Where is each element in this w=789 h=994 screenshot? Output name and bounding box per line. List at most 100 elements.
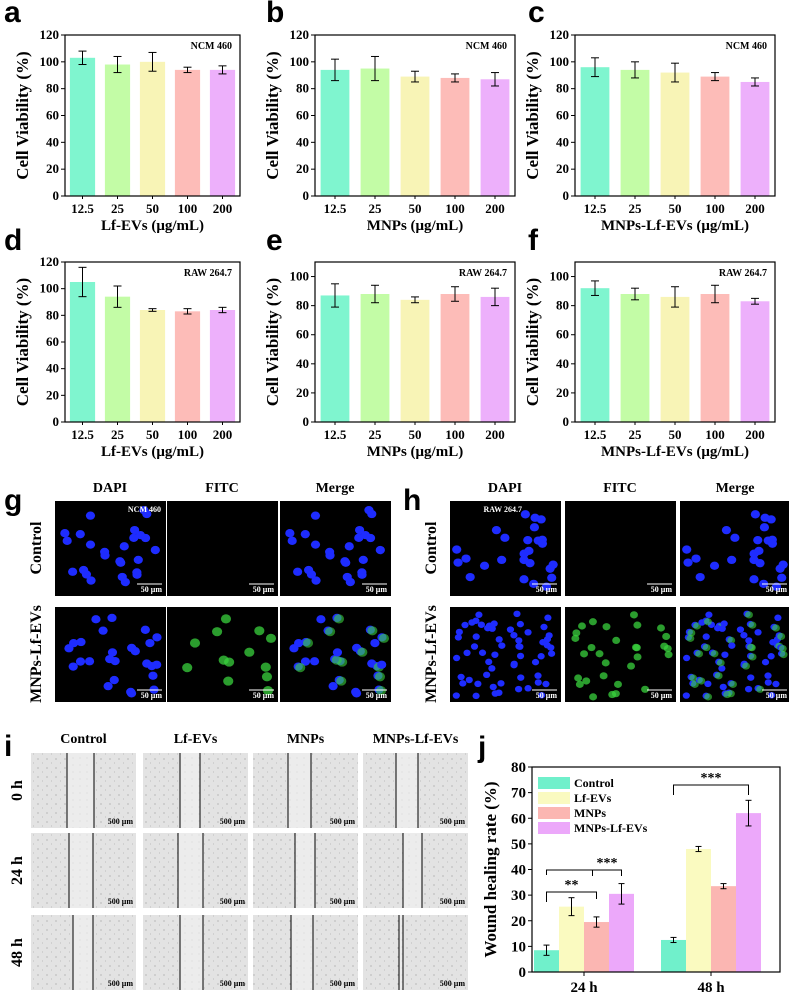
fitc-signal [662, 632, 671, 641]
bar-a-2 [139, 61, 166, 197]
fitc-signal [265, 633, 277, 643]
xtick-b-3: 100 [445, 201, 465, 216]
plot-frame-f [574, 261, 776, 423]
wound-gap-texture [291, 915, 313, 990]
wound-gap-texture [180, 915, 203, 990]
nucleus [130, 525, 140, 535]
nucleus [152, 633, 162, 642]
fitc-signal [664, 651, 673, 659]
ytick-j-10: 10 [511, 939, 526, 955]
nucleus [470, 643, 479, 650]
fitc-signal [295, 662, 306, 673]
nucleus [540, 623, 548, 631]
nucleus [81, 570, 92, 579]
nucleus [370, 638, 380, 648]
ytick-d-60: 60 [46, 334, 59, 349]
bar-f-2 [660, 296, 690, 422]
nucleus [463, 649, 471, 657]
nucleus [459, 680, 467, 687]
fitc-signal [727, 636, 736, 644]
wound-scale-label: 500 μm [330, 979, 356, 988]
ytick-a-80: 80 [46, 81, 59, 96]
nucleus [537, 653, 545, 660]
legend-swatch-2 [538, 807, 570, 819]
cell-line-f: RAW 264.7 [719, 268, 767, 279]
ytick-a-120: 120 [40, 27, 60, 42]
bar-e-4 [480, 296, 510, 422]
nucleus [767, 653, 775, 660]
fitc-signal [632, 643, 640, 651]
ytick-j-20: 20 [511, 914, 526, 930]
sig-24h-mnps-vs-mnpslfevs-label: *** [597, 856, 618, 871]
bar-f-0 [580, 288, 610, 422]
ytick-b-20: 20 [296, 161, 309, 176]
ytick-e-20: 20 [296, 385, 309, 400]
nucleus [375, 545, 385, 555]
nucleus [721, 526, 732, 535]
scale-label: 50 μm [253, 691, 275, 700]
wound-image-2-0: 500 μm [31, 915, 136, 990]
nucleus [484, 624, 492, 632]
fitc-signal [602, 623, 611, 631]
ytick-c-40: 40 [556, 134, 569, 149]
nucleus [91, 615, 101, 624]
fitc-signal [587, 643, 596, 652]
fitc-signal [580, 650, 589, 658]
ytick-c-100: 100 [550, 54, 570, 69]
sig-24h-bracket-extension [546, 869, 593, 875]
nucleus [287, 536, 297, 545]
ytick-a-100: 100 [40, 54, 60, 69]
nucleus [355, 525, 365, 535]
wound-gap-texture [288, 753, 311, 828]
chart-f: f 12.5 25 50 100 200 0 20 40 60 80 100 RAW 264.7 MNPs… [523, 224, 776, 460]
nucleus [472, 692, 480, 700]
fitc-signal [367, 626, 378, 636]
nucleus [744, 685, 753, 693]
ytick-d-120: 120 [40, 254, 60, 269]
fitc-signal [223, 676, 234, 686]
legend-label-3: MNPs-Lf-EVs [574, 821, 648, 835]
nucleus [477, 621, 486, 628]
nucleus [721, 651, 729, 658]
nucleus [465, 676, 473, 684]
nucleus [497, 680, 505, 687]
panel-label-b: b [266, 0, 284, 29]
chart-b: b 12.5 25 50 100 200 0 20 40 60 80 100 120 NCM 460 MNP… [263, 0, 516, 234]
fitc-signal [331, 655, 342, 665]
nucleus [68, 662, 78, 671]
nucleus [132, 570, 142, 579]
nucleus [341, 558, 351, 567]
fitc-signal [578, 622, 586, 630]
fitc-signal [633, 653, 642, 661]
nucleus [728, 642, 736, 649]
nucleus [719, 683, 727, 691]
panel-label-a: a [4, 0, 21, 29]
xtick-f-3: 100 [705, 427, 725, 442]
xtick-c-2: 50 [669, 201, 682, 216]
nucleus [354, 533, 364, 542]
micrograph-g-0-2: 50 μm [280, 501, 391, 596]
nucleus [285, 529, 295, 538]
fitc-signal [704, 693, 713, 701]
chart-c: c 12.5 25 50 100 200 0 20 40 60 80 100 120 NCM 460 MNP… [523, 0, 776, 234]
fitc-signal [627, 662, 635, 670]
nucleus [510, 631, 518, 639]
fitc-signal [703, 618, 712, 626]
ytick-b-0: 0 [303, 188, 310, 203]
nucleus [130, 647, 140, 656]
sig-24h-control-vs-mnps-line [546, 891, 597, 902]
wound-image-0-3: 500 μm [363, 753, 468, 828]
chart-d: d 12.5 25 50 100 200 0 20 40 60 80 100 120 RAW 264.7 L… [4, 224, 241, 460]
fitc-signal [687, 629, 696, 637]
nucleus [85, 540, 96, 549]
nucleus [300, 530, 310, 539]
nucleus [771, 582, 782, 591]
plot-frame-e [314, 261, 516, 423]
xtick-c-4: 200 [745, 201, 765, 216]
fitc-signal [589, 693, 598, 701]
ytick-e-40: 40 [296, 356, 309, 371]
cell-line-c: NCM 460 [726, 41, 767, 52]
nucleus [538, 691, 546, 699]
xtick-c-1: 25 [629, 201, 643, 216]
fitc-signal [630, 611, 638, 619]
